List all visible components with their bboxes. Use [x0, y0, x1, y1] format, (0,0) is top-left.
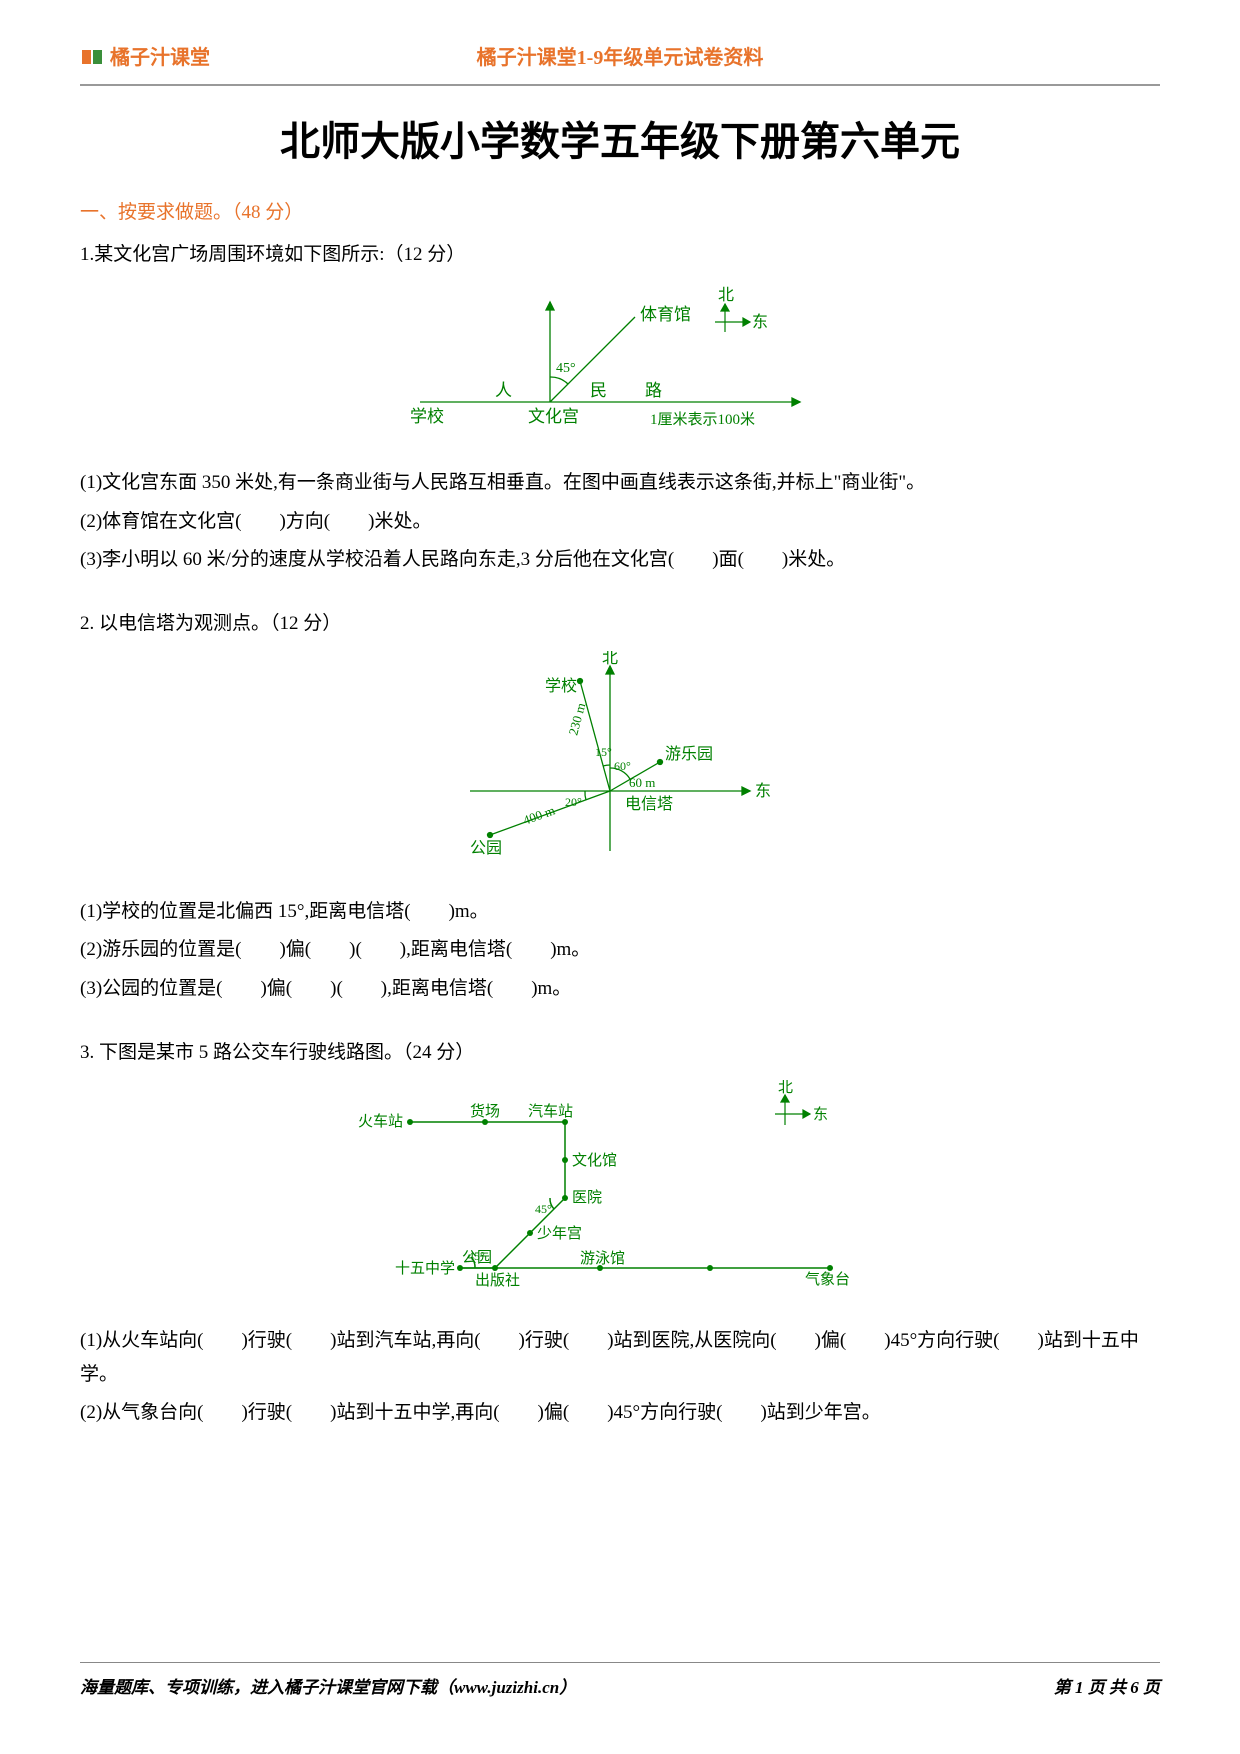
fig3-a45a: 45° — [535, 1202, 552, 1216]
fig1-min: 民 — [590, 381, 607, 400]
fig3-north: 北 — [778, 1080, 793, 1096]
fig2-park: 公园 — [470, 840, 502, 857]
question-2: 2. 以电信塔为观测点。（12 分） — [80, 607, 1160, 1006]
section-1-heading: 一、按要求做题。（48 分） — [80, 196, 1160, 230]
fig1-gym: 体育馆 — [640, 305, 691, 324]
fig2-d1: 230 m — [565, 701, 588, 737]
fig1-ren: 人 — [495, 381, 512, 400]
q1-sub2: (2)体育馆在文化宫( )方向( )米处。 — [80, 505, 1160, 539]
footer-right: 第 1 页 共 6 页 — [1054, 1673, 1160, 1704]
q1-sub1: (1)文化宫东面 350 米处,有一条商业街与人民路互相垂直。在图中画直线表示这… — [80, 466, 1160, 500]
fig3-swim: 游泳馆 — [580, 1250, 625, 1267]
brand-logo: 橘子汁课堂 — [80, 40, 210, 76]
footer-divider — [80, 1662, 1160, 1663]
q2-sub2: (2)游乐园的位置是( )偏( )( ),距离电信塔( )m。 — [80, 933, 1160, 967]
q3-intro: 3. 下图是某市 5 路公交车行驶线路图。（24 分） — [80, 1036, 1160, 1070]
q3-sub1: (1)从火车站向( )行驶( )站到汽车站,再向( )行驶( )站到医院,从医院… — [80, 1324, 1160, 1392]
q2-sub1: (1)学校的位置是北偏西 15°,距离电信塔( )m。 — [80, 895, 1160, 929]
footer-left: 海量题库、专项训练，进入橘子汁课堂官网下载（www.juzizhi.cn） — [80, 1673, 576, 1704]
fig3-a45b: 45° — [468, 1249, 485, 1263]
brand-text: 橘子汁课堂 — [110, 40, 210, 76]
fig1-east: 东 — [752, 313, 768, 331]
q1-sub3: (3)李小明以 60 米/分的速度从学校沿着人民路向东走,3 分后他在文化宫( … — [80, 543, 1160, 577]
fig2-east: 东 — [755, 782, 771, 800]
header-divider — [80, 84, 1160, 86]
fig3-school15: 十五中学 — [395, 1260, 455, 1277]
fig3-weather: 气象台 — [805, 1271, 850, 1288]
fig2-north: 北 — [602, 651, 618, 667]
fig2-d3: 400 m — [521, 803, 557, 828]
fig3-culture: 文化馆 — [572, 1152, 617, 1169]
fig1-palace: 文化宫 — [528, 407, 579, 426]
question-3: 3. 下图是某市 5 路公交车行驶线路图。（24 分） 北 东 — [80, 1036, 1160, 1431]
header-center: 橘子汁课堂1-9年级单元试卷资料 — [477, 40, 764, 76]
page-header: 橘子汁课堂 橘子汁课堂1-9年级单元试卷资料 — [80, 40, 1160, 76]
fig2-school: 学校 — [545, 677, 577, 695]
page-footer: 海量题库、专项训练，进入橘子汁课堂官网下载（www.juzizhi.cn） 第 … — [80, 1662, 1160, 1704]
fig3-hospital: 医院 — [572, 1188, 602, 1206]
q1-figure: 体育馆 45° 人 民 路 学校 文化宫 1厘米表示100米 北 东 — [80, 282, 1160, 452]
fig3-cargo: 货场 — [470, 1103, 500, 1120]
fig2-a1: 15° — [595, 745, 612, 759]
fig2-a3: 20° — [565, 795, 582, 809]
fig2-tower: 电信塔 — [625, 795, 673, 813]
main-title: 北师大版小学数学五年级下册第六单元 — [80, 106, 1160, 178]
fig3-bus: 汽车站 — [528, 1103, 573, 1120]
q2-intro: 2. 以电信塔为观测点。（12 分） — [80, 607, 1160, 641]
fig3-youth: 少年宫 — [537, 1225, 582, 1242]
q1-intro: 1.某文化宫广场周围环境如下图所示:（12 分） — [80, 238, 1160, 272]
question-1: 1.某文化宫广场周围环境如下图所示:（12 分） 体育馆 45° 人 民 路 学… — [80, 238, 1160, 577]
fig1-angle: 45° — [556, 361, 576, 376]
fig3-train: 火车站 — [358, 1113, 403, 1130]
fig2-a2: 60° — [614, 759, 631, 773]
logo-icon — [80, 45, 106, 71]
fig1-north: 北 — [718, 286, 734, 304]
q3-sub2: (2)从气象台向( )行驶( )站到十五中学,再向( )偏( )45°方向行驶(… — [80, 1396, 1160, 1430]
fig1-lu: 路 — [645, 381, 662, 400]
fig1-scale: 1厘米表示100米 — [650, 411, 755, 428]
fig2-amusement: 游乐园 — [665, 745, 713, 763]
q2-figure: 北 东 学校 游乐园 电信塔 公园 230 m 60 m 400 m 15° 6… — [80, 651, 1160, 881]
fig3-press: 出版社 — [475, 1272, 520, 1289]
fig3-east: 东 — [813, 1106, 828, 1123]
fig1-school: 学校 — [410, 407, 444, 426]
q3-figure: 北 东 火车站 货场 汽车站 文化馆 — [80, 1080, 1160, 1310]
fig2-d2: 60 m — [629, 775, 655, 790]
q2-sub3: (3)公园的位置是( )偏( )( ),距离电信塔( )m。 — [80, 972, 1160, 1006]
